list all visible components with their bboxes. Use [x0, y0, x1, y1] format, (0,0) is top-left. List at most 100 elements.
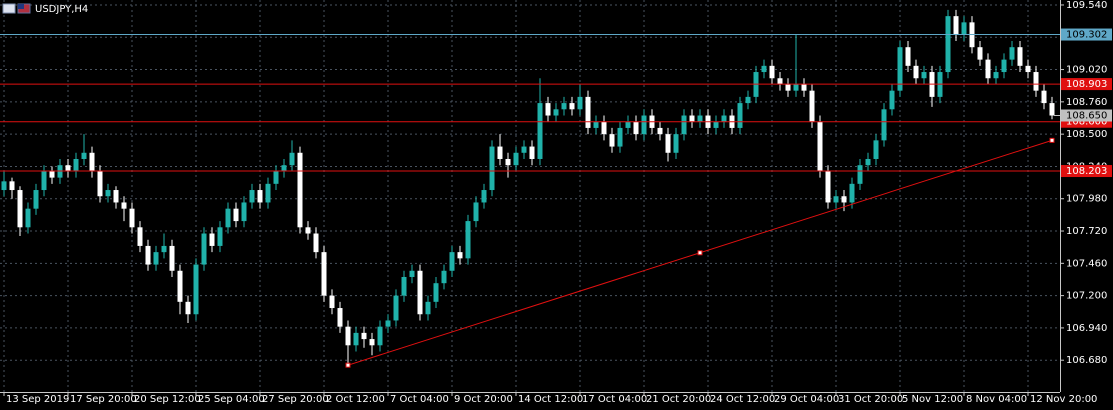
candle-body	[625, 121, 631, 128]
candle-body	[737, 103, 743, 128]
x-tick-label: 12 Nov 20:00	[1030, 394, 1097, 405]
candle-body	[913, 65, 919, 79]
candle-body	[417, 270, 423, 315]
candle-body	[833, 196, 839, 203]
candle-body	[497, 146, 503, 159]
candle-body	[25, 208, 31, 228]
bid-label: 108.650	[1066, 111, 1107, 122]
candle-body	[633, 121, 639, 135]
candle-body	[761, 65, 767, 73]
candle-body	[577, 96, 583, 110]
candle-body	[1033, 72, 1039, 91]
candle-body	[1041, 90, 1047, 104]
candle-body	[465, 221, 471, 259]
bid-box	[1061, 109, 1112, 122]
candle-body	[673, 134, 679, 153]
candle-body	[921, 72, 927, 79]
x-tick-label: 29 Oct 04:00	[774, 394, 839, 405]
level-label: 108.203	[1066, 166, 1107, 177]
candle-body	[977, 47, 983, 60]
candle-body	[561, 103, 567, 110]
candle-body	[473, 202, 479, 222]
candle-body	[801, 84, 807, 91]
x-tick-label: 2 Oct 12:00	[326, 394, 385, 405]
level-box	[1061, 28, 1112, 41]
candle-body	[993, 72, 999, 79]
trend-handle	[697, 250, 703, 256]
candle-body	[257, 190, 263, 203]
candle-body	[201, 233, 207, 265]
candle-body	[769, 65, 775, 79]
candle-body	[97, 171, 103, 197]
candle-body	[1, 181, 7, 191]
candle-body	[721, 115, 727, 122]
candle-body	[193, 264, 199, 315]
candle-body	[89, 152, 95, 172]
candle-body	[697, 115, 703, 122]
y-tick-label: 107.980	[1066, 194, 1107, 205]
candle-body	[585, 96, 591, 128]
candle-body	[321, 252, 327, 296]
x-tick-label: 13 Sep 2019	[6, 394, 69, 405]
level-label: 109.302	[1066, 30, 1107, 41]
trend-handle	[1049, 137, 1055, 143]
x-tick-label: 20 Sep 12:00	[134, 394, 201, 405]
candle-body	[121, 202, 127, 209]
candle-body	[345, 326, 351, 346]
candle-body	[225, 208, 231, 228]
candle-body	[785, 84, 791, 91]
marks-layer	[1, 9, 1055, 364]
candle-body	[1025, 65, 1031, 73]
candle-body	[145, 245, 151, 265]
candle-body	[17, 190, 23, 228]
candle-body	[945, 16, 951, 73]
candle-body	[553, 109, 559, 116]
candle-body	[169, 245, 175, 271]
candle-body	[41, 171, 47, 191]
x-tick-label: 25 Sep 04:00	[198, 394, 265, 405]
x-tick-label: 14 Oct 12:00	[518, 394, 583, 405]
candle-body	[313, 233, 319, 253]
y-tick-label: 107.720	[1066, 226, 1107, 237]
candle-body	[361, 332, 367, 340]
candle-body	[849, 183, 855, 203]
candle-body	[185, 301, 191, 315]
candle-body	[209, 233, 215, 246]
level-label: 108.600	[1066, 117, 1107, 128]
x-tick-label: 21 Oct 20:00	[646, 394, 711, 405]
x-tick-label: 8 Nov 04:00	[966, 394, 1027, 405]
candle-body	[1009, 47, 1015, 60]
candle-body	[537, 103, 543, 159]
candle-body	[393, 295, 399, 321]
candle-body	[617, 127, 623, 147]
candle-body	[305, 227, 311, 234]
candle-body	[81, 152, 87, 159]
level-box	[1061, 78, 1112, 91]
candle-body	[241, 202, 247, 222]
y-tick-label: 106.940	[1066, 323, 1107, 334]
candle-body	[961, 22, 967, 35]
candle-body	[777, 78, 783, 85]
candle-body	[289, 152, 295, 166]
candle-body	[153, 252, 159, 265]
candle-body	[641, 115, 647, 135]
y-tick-label: 108.500	[1066, 129, 1107, 140]
trend-handle	[345, 362, 351, 368]
candle-body	[745, 96, 751, 104]
candle-body	[793, 84, 799, 91]
candle-body	[889, 90, 895, 110]
x-tick-label: 5 Nov 12:00	[902, 394, 963, 405]
y-tick-label: 107.460	[1066, 258, 1107, 269]
candle-body	[897, 47, 903, 91]
candle-body	[129, 208, 135, 228]
candle-body	[505, 158, 511, 166]
candle-body	[297, 152, 303, 228]
candle-body	[713, 121, 719, 128]
y-tick-label: 109.540	[1066, 0, 1107, 11]
x-tick-label: 7 Oct 04:00	[390, 394, 449, 405]
candle-body	[545, 103, 551, 116]
x-tick-label: 24 Oct 12:00	[710, 394, 775, 405]
